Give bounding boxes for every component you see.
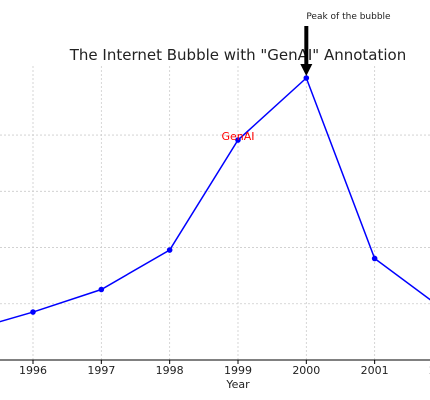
genai-annotation-text: GenAI [221, 130, 254, 143]
data-point [166, 247, 173, 253]
x-tick-label: 2002 [429, 364, 430, 377]
data-point [235, 137, 241, 143]
x-tick-label: 1997 [87, 364, 115, 377]
data-point [98, 286, 105, 293]
annotations: Peak of the bubble GenAI [221, 12, 391, 143]
x-axis-label: Year [225, 378, 250, 391]
x-tick-label: 1998 [156, 364, 184, 377]
x-tick-label: 2001 [361, 364, 389, 377]
x-ticks: 1996 1997 1998 1999 2000 2001 2002 [19, 360, 430, 377]
x-tick-label: 2000 [292, 364, 320, 377]
data-point [303, 75, 310, 81]
series-line [0, 76, 430, 323]
peak-arrow-head [300, 64, 313, 76]
chart-title: The Internet Bubble with "GenAI" Annotat… [69, 46, 406, 64]
data-point [371, 255, 378, 262]
x-tick-label: 1999 [224, 364, 252, 377]
series [0, 75, 430, 323]
peak-annotation-text: Peak of the bubble [306, 12, 391, 22]
grid [0, 66, 430, 360]
x-tick-label: 1996 [19, 364, 47, 377]
data-point [30, 309, 36, 315]
